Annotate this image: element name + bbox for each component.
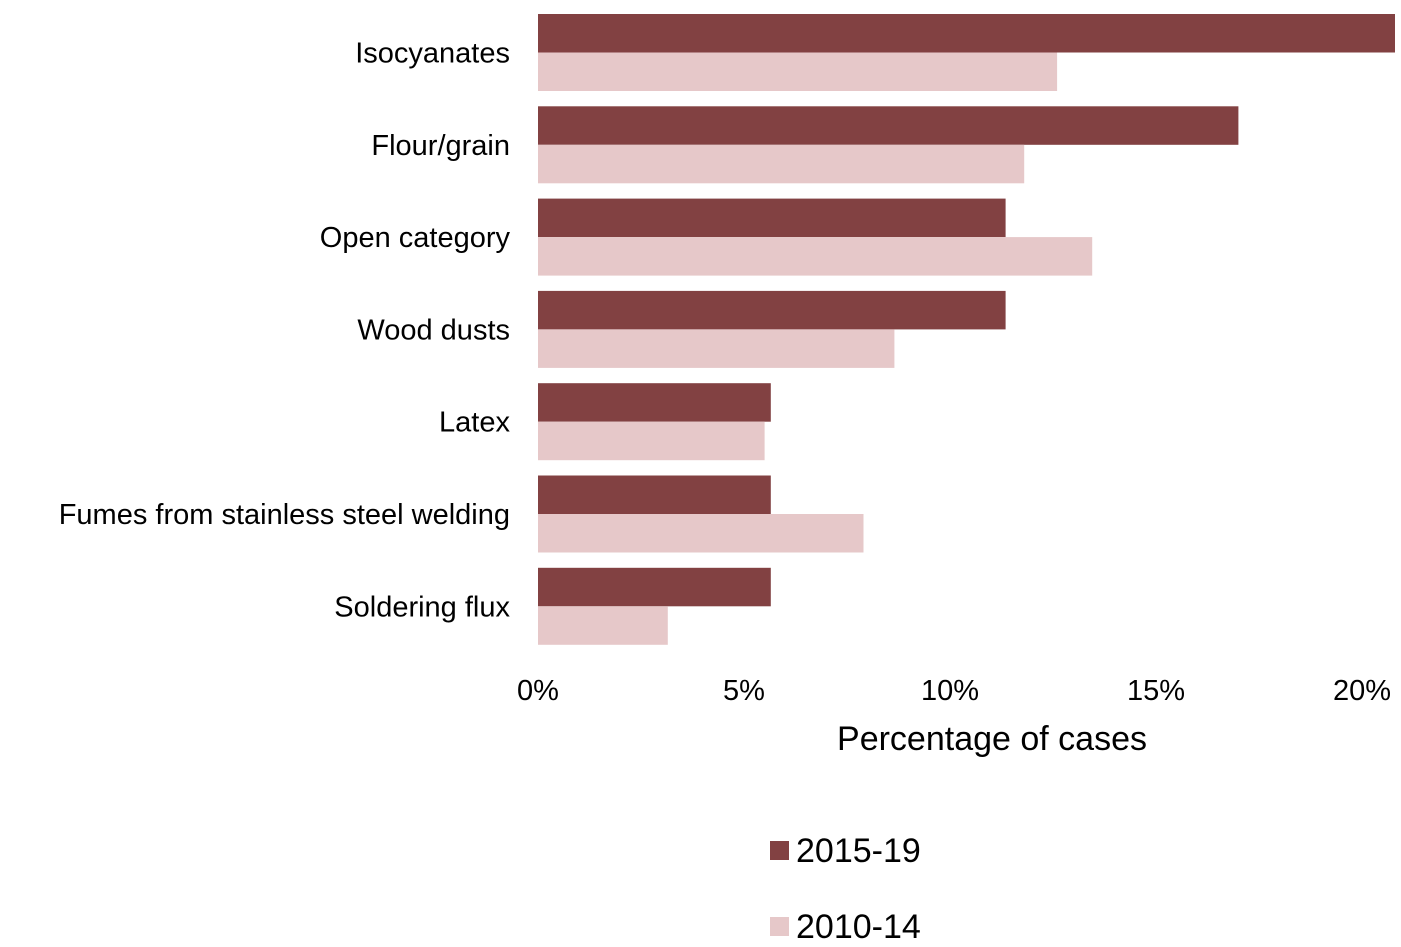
x-tick-label: 20%	[1333, 675, 1391, 707]
category-label-wood-dusts: Wood dusts	[357, 314, 510, 346]
legend-swatch-2015-19	[770, 841, 789, 860]
bar-wood-dusts-2015-19	[538, 290, 1006, 330]
bar-latex-2010-14	[538, 421, 765, 461]
legend: 2015-19 2010-14	[770, 832, 921, 946]
category-label-soldering-flux: Soldering flux	[334, 591, 510, 623]
bar-flour-grain-2015-19	[538, 106, 1239, 145]
x-tick-label: 10%	[921, 675, 979, 707]
bar-isocyanates-2015-19	[538, 14, 1395, 53]
bar-isocyanates-2010-14	[538, 52, 1058, 91]
legend-swatch-2010-14	[770, 917, 789, 936]
legend-label-2010-14: 2010-14	[796, 908, 921, 942]
legend-label-2015-19: 2015-19	[796, 832, 921, 870]
category-labels: Isocyanates Flour/grain Open category Wood …	[59, 38, 511, 624]
bar-open-category-2015-19	[538, 198, 1006, 238]
bar-soldering-flux-2010-14	[538, 606, 668, 645]
bars-layer	[538, 14, 1395, 645]
x-axis-ticks: 0% 5% 10% 15% 20%	[517, 675, 1391, 707]
x-axis-title: Percentage of cases	[837, 720, 1147, 758]
bar-fumes-from-stainless-steel-welding-2015-19	[538, 475, 771, 514]
category-label-latex: Latex	[439, 407, 510, 439]
bar-fumes-from-stainless-steel-welding-2010-14	[538, 514, 864, 553]
category-label-flour-grain: Flour/grain	[371, 130, 510, 162]
x-tick-label: 5%	[723, 675, 765, 707]
category-label-isocyanates: Isocyanates	[355, 38, 510, 70]
bar-open-category-2010-14	[538, 237, 1093, 276]
x-tick-label: 15%	[1127, 675, 1185, 707]
category-label-open-category: Open category	[320, 222, 511, 254]
bar-latex-2015-19	[538, 383, 771, 422]
bar-flour-grain-2010-14	[538, 144, 1025, 184]
bar-soldering-flux-2015-19	[538, 567, 771, 607]
x-tick-label: 0%	[517, 675, 559, 707]
bar-wood-dusts-2010-14	[538, 329, 895, 368]
category-label-fumes-from-stainless-steel-welding: Fumes from stainless steel welding	[59, 499, 510, 531]
